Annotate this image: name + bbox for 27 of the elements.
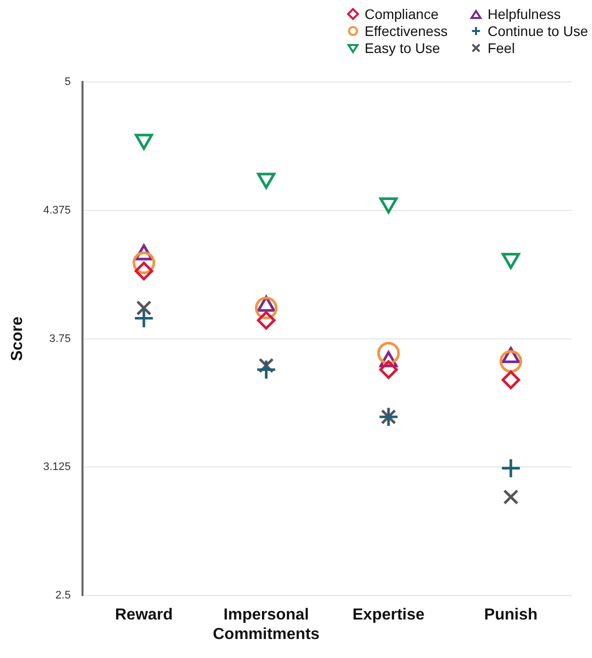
point [500, 458, 522, 479]
legend-label: Compliance [364, 6, 439, 22]
x-tick-label: Punish [484, 606, 538, 624]
point [134, 308, 154, 329]
x-tick-label: Reward [114, 606, 173, 624]
point [502, 370, 520, 390]
y-axis-title: Score [9, 316, 26, 362]
point [254, 296, 278, 320]
legend-label: Effectiveness [364, 23, 448, 39]
point [256, 311, 276, 330]
point [503, 489, 519, 505]
legend-label: Continue to Use [488, 23, 588, 39]
point [500, 350, 522, 373]
y-tick-label: 4.375 [43, 204, 71, 216]
y-tick-label: 5 [64, 76, 71, 88]
legend-label: Feel [488, 40, 515, 56]
legend-label: Helpfulness [488, 6, 561, 22]
legend-label: Easy to Use [364, 40, 440, 56]
point [256, 359, 277, 380]
x-tick-label: Impersonal Commitments [212, 606, 320, 643]
point [136, 300, 152, 316]
x-tick-label: Expertise [352, 606, 425, 624]
point [132, 251, 156, 274]
y-tick-label: 2.5 [55, 590, 71, 602]
y-tick-label: 3.125 [43, 461, 71, 474]
point [379, 360, 398, 379]
y-tick-label: 3.75 [49, 332, 71, 345]
